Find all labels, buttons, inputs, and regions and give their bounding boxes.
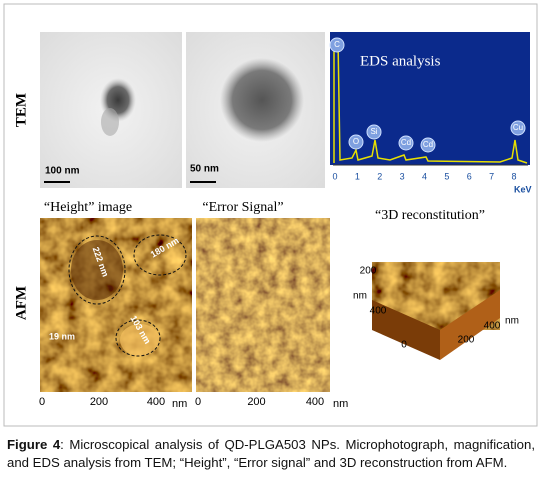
x-tick-label: 7 xyxy=(489,171,494,181)
afm-surface-side xyxy=(440,290,500,360)
caption: Figure 4: Microscopical analysis of QD-P… xyxy=(7,436,535,471)
x-tick-label: 200 xyxy=(247,396,265,408)
particle xyxy=(101,108,119,136)
particle xyxy=(220,58,304,142)
peak-label: C xyxy=(334,40,340,49)
peak-label: Cu xyxy=(513,123,523,132)
surface-label: 0 xyxy=(401,340,407,351)
surface-label: 400 xyxy=(484,321,501,332)
outline xyxy=(115,319,161,357)
x-tick-label: 5 xyxy=(444,171,449,181)
peak-label: Cd xyxy=(401,138,411,147)
particle xyxy=(71,240,123,300)
x-tick-label: 6 xyxy=(467,171,472,181)
peak-label: Cd xyxy=(423,140,433,149)
panel-title: “3D reconstitution” xyxy=(375,208,485,223)
x-tick-label: 400 xyxy=(306,396,324,408)
x-tick-label: 2 xyxy=(377,171,382,181)
peak-marker xyxy=(510,120,526,136)
peak-label: Si xyxy=(370,127,377,136)
peak-label: O xyxy=(353,137,359,146)
spectrum xyxy=(333,39,528,164)
surface-label: 200 xyxy=(360,266,377,277)
x-tick-label: 1 xyxy=(355,171,360,181)
x-tick-label: 0 xyxy=(195,396,201,408)
x-tick-label: 400 xyxy=(147,396,165,408)
x-tick-label: 3 xyxy=(400,171,405,181)
particle xyxy=(120,324,160,356)
peak-marker xyxy=(398,135,414,151)
eds-title: EDS analysis xyxy=(360,53,441,69)
x-tick-label: 0 xyxy=(39,396,45,408)
surface-label: 400 xyxy=(370,306,387,317)
caption-text: : Microscopical analysis of QD-PLGA503 N… xyxy=(7,437,536,470)
surface-label: nm xyxy=(353,291,367,302)
peak-marker xyxy=(329,37,345,53)
afm-error-image xyxy=(196,218,330,392)
surface-label: nm xyxy=(505,316,519,327)
afm-height-image xyxy=(40,218,192,392)
x-unit: KeV xyxy=(514,184,532,194)
afm-surface-side xyxy=(372,300,440,360)
row-label: TEM xyxy=(13,93,29,127)
scale-label: 50 nm xyxy=(190,164,219,175)
x-tick-label: 4 xyxy=(422,171,427,181)
x-unit: nm xyxy=(333,398,348,410)
surface-label: 200 xyxy=(458,335,475,346)
outline xyxy=(133,234,187,276)
row-label: AFM xyxy=(13,286,29,320)
caption-label: Figure 4 xyxy=(7,437,61,452)
afm-surface-top xyxy=(372,262,500,330)
panel-title: “Height” image xyxy=(44,200,132,215)
x-tick-label: 200 xyxy=(90,396,108,408)
panel-title: “Error Signal” xyxy=(202,200,283,215)
annotation: 19 nm xyxy=(49,331,75,341)
peak-marker xyxy=(366,124,382,140)
outline xyxy=(68,235,126,305)
peak-marker xyxy=(420,137,436,153)
x-tick-label: 8 xyxy=(511,171,516,181)
x-unit: nm xyxy=(172,398,187,410)
x-tick-label: 0 xyxy=(332,171,337,181)
peak-marker xyxy=(348,134,364,150)
figure-border xyxy=(3,3,538,427)
scale-label: 100 nm xyxy=(45,166,80,177)
